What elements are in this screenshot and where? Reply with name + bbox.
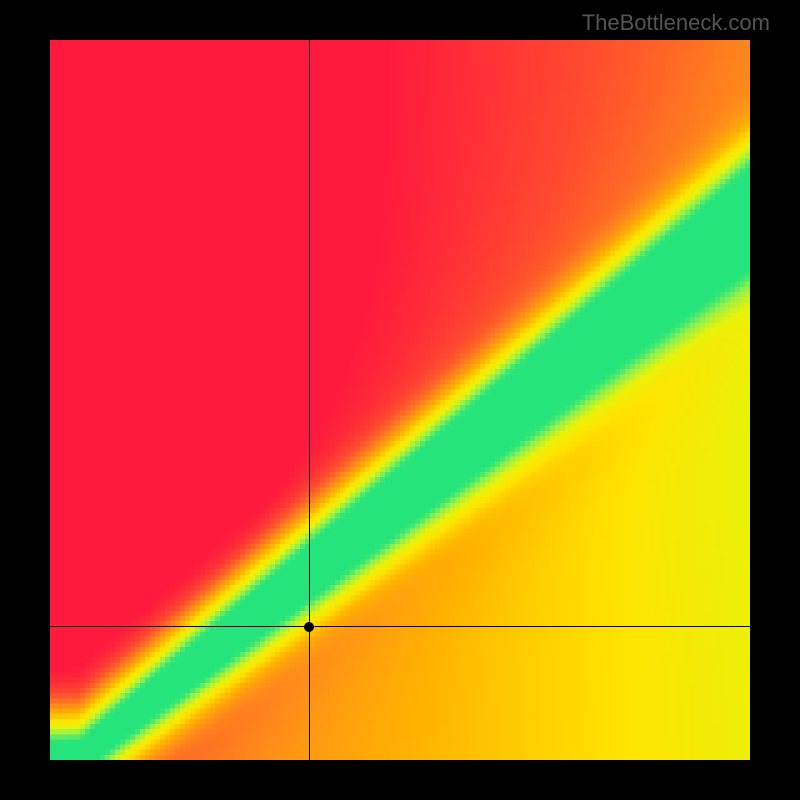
bottleneck-heatmap xyxy=(50,40,750,760)
chart-container: TheBottleneck.com xyxy=(0,0,800,800)
crosshair-horizontal xyxy=(50,626,750,627)
watermark-text: TheBottleneck.com xyxy=(582,10,770,36)
plot-area xyxy=(50,40,750,760)
crosshair-vertical xyxy=(309,40,310,760)
crosshair-dot xyxy=(304,622,314,632)
